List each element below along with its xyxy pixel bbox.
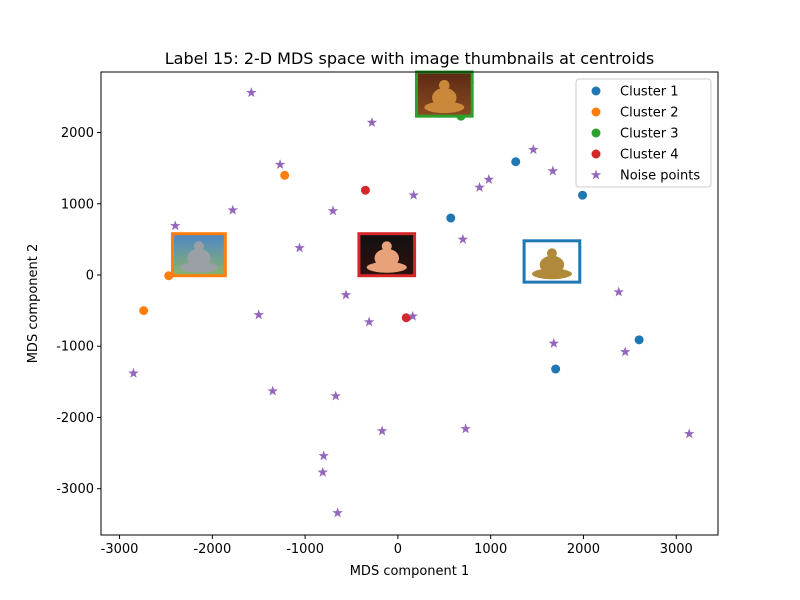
noise-points-point bbox=[128, 367, 139, 378]
x-tick-label: -3000 bbox=[101, 542, 139, 557]
legend-label-cluster-2: Cluster 2 bbox=[620, 106, 679, 121]
x-tick-label: 1000 bbox=[474, 542, 507, 557]
noise-points-point bbox=[227, 204, 238, 215]
noise-points-point bbox=[327, 205, 339, 216]
legend-marker-cluster-2 bbox=[591, 107, 601, 117]
thumbnail-frame bbox=[357, 232, 417, 278]
x-axis: -3000 -2000 -1000 0 1000 2000 3000 bbox=[101, 535, 693, 557]
noise-points-point bbox=[684, 428, 695, 439]
y-tick-label: 1000 bbox=[61, 197, 94, 212]
cluster-4-point bbox=[360, 185, 370, 195]
golden-buddha-statue-thumbnail bbox=[522, 239, 582, 284]
noise-points-point bbox=[317, 466, 328, 477]
chart-title: Label 15: 2-D MDS space with image thumb… bbox=[165, 49, 655, 68]
noise-points-point bbox=[483, 174, 495, 185]
stone-buddha-outdoor-thumbnail bbox=[170, 232, 227, 278]
legend-box bbox=[575, 78, 712, 188]
legend-marker-cluster-4 bbox=[591, 149, 601, 159]
figure-base bbox=[366, 261, 407, 273]
thumbnail-frame bbox=[522, 239, 582, 284]
noise-points-point bbox=[528, 144, 539, 155]
noise-points-point bbox=[457, 233, 469, 244]
cluster-1-point bbox=[511, 157, 521, 167]
centroid-thumbnails bbox=[170, 70, 582, 284]
noise-points-point bbox=[169, 220, 181, 231]
noise-points-point bbox=[408, 189, 419, 200]
thumbnail-frame bbox=[170, 232, 227, 278]
noise-points-point bbox=[274, 159, 286, 170]
noise-points-point bbox=[363, 316, 375, 327]
cluster-2-point bbox=[139, 306, 149, 316]
y-tick-label: -1000 bbox=[56, 340, 94, 355]
x-tick-label: 0 bbox=[394, 542, 402, 557]
x-axis-label: MDS component 1 bbox=[350, 564, 470, 579]
noise-points-point bbox=[613, 286, 624, 297]
figure-body bbox=[539, 255, 565, 274]
cluster-1-point bbox=[634, 335, 644, 345]
noise-points-point bbox=[340, 289, 352, 300]
cluster-1-point bbox=[551, 364, 561, 374]
legend-label-cluster-4: Cluster 4 bbox=[620, 148, 679, 163]
noise-points-point bbox=[267, 385, 278, 396]
figure-body bbox=[187, 248, 211, 268]
figure-head bbox=[546, 248, 557, 259]
figure-base bbox=[179, 261, 218, 273]
figure-head bbox=[438, 79, 450, 91]
noise-points-point bbox=[547, 165, 559, 176]
noise-points-point bbox=[474, 181, 485, 192]
legend-label-cluster-3: Cluster 3 bbox=[620, 127, 679, 142]
noise-points-point bbox=[460, 423, 471, 434]
noise-points-point bbox=[294, 242, 305, 253]
legend-marker-cluster-3 bbox=[591, 128, 601, 138]
noise-points-point bbox=[246, 87, 257, 98]
noise-points-point bbox=[619, 346, 631, 357]
chart-legend: Cluster 1 Cluster 2 Cluster 3 Cluster 4 Nois… bbox=[575, 78, 712, 188]
figure-base bbox=[531, 268, 572, 280]
y-tick-label: 2000 bbox=[61, 126, 94, 141]
y-axis-label: MDS component 2 bbox=[26, 244, 41, 364]
noise-points-point bbox=[318, 450, 329, 461]
legend-marker-cluster-1 bbox=[591, 86, 601, 96]
x-tick-label: -2000 bbox=[193, 542, 231, 557]
noise-points-point bbox=[376, 425, 388, 436]
illuminated-buddha-thumbnail bbox=[357, 232, 417, 278]
legend-marker-noise-points bbox=[590, 169, 602, 180]
x-tick-label: -1000 bbox=[286, 542, 324, 557]
noise-points-point bbox=[548, 337, 560, 348]
cluster-4-point bbox=[401, 313, 411, 323]
figure-base bbox=[424, 101, 465, 114]
figure-head bbox=[381, 241, 392, 252]
legend-label-cluster-1: Cluster 1 bbox=[620, 85, 679, 100]
y-axis: -3000 -2000 -1000 0 1000 2000 bbox=[56, 126, 101, 497]
y-tick-label: -3000 bbox=[56, 482, 94, 497]
figure-body bbox=[374, 248, 400, 268]
noise-points-point bbox=[253, 309, 264, 320]
plot-area-frame bbox=[100, 71, 719, 536]
cluster-2-point bbox=[280, 170, 290, 180]
legend-label-noise-points: Noise points bbox=[620, 169, 700, 184]
y-tick-label: 0 bbox=[86, 269, 94, 284]
cluster-1-point bbox=[446, 213, 456, 223]
noise-points-point bbox=[332, 507, 343, 518]
cluster-1-point bbox=[578, 190, 588, 200]
figure-body bbox=[432, 87, 457, 108]
x-tick-label: 2000 bbox=[567, 542, 600, 557]
figure-head bbox=[193, 241, 204, 252]
x-tick-label: 3000 bbox=[660, 542, 693, 557]
noise-points-point bbox=[330, 390, 341, 401]
noise-points-point bbox=[366, 117, 378, 128]
noise-points-point bbox=[407, 310, 418, 321]
ornate-buddha-shrine-thumbnail bbox=[414, 70, 474, 118]
y-tick-label: -2000 bbox=[56, 411, 94, 426]
